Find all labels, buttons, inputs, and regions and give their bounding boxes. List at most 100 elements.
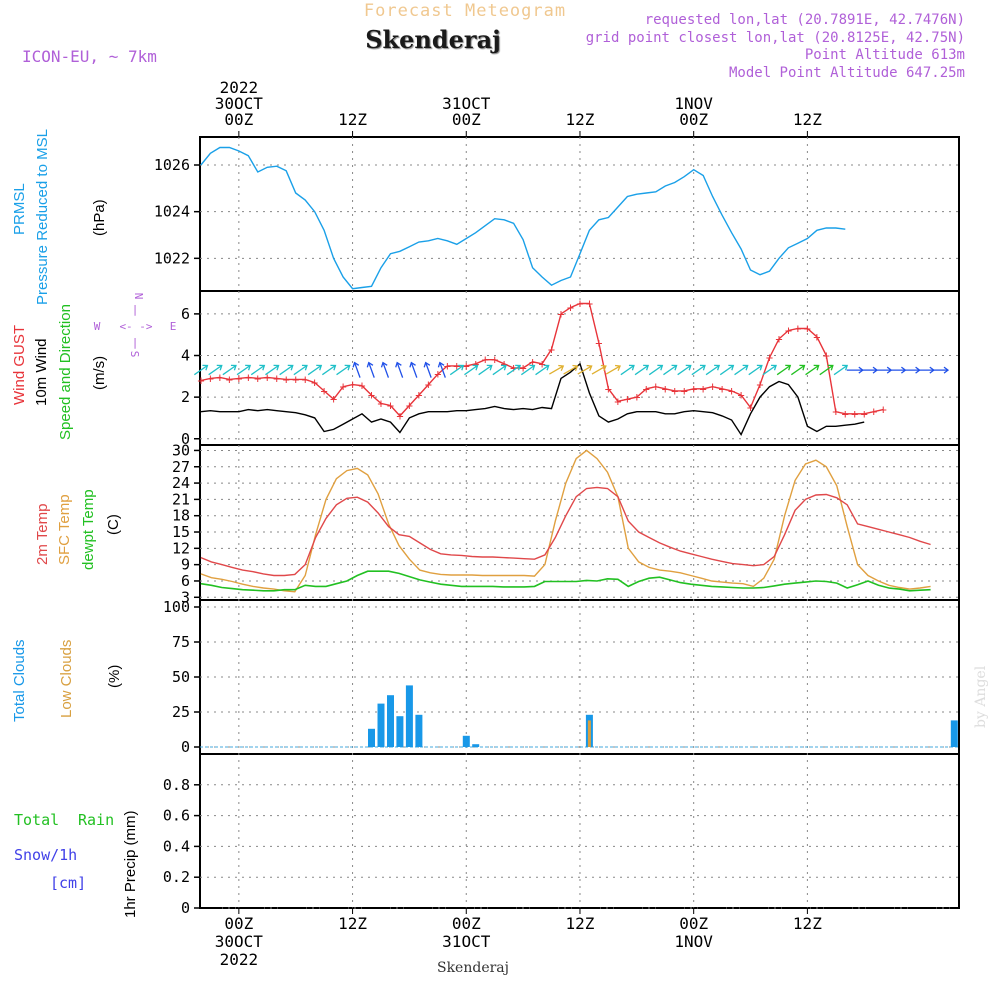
- temp-panel-labels: 2m Temp SFC Temp dewpt Temp (C): [34, 489, 122, 570]
- data-series: + + + + + + + + + + + + ++++ + +++ +++++++ + + + + + + + + + +++ +…: [193, 146, 959, 909]
- wind-direction-arrow: [293, 364, 308, 376]
- wind-arrow-head: [558, 364, 565, 371]
- y-tick-label: 100: [163, 598, 190, 616]
- y-tick-label: 30: [172, 441, 190, 459]
- wind-arrow-head: [572, 364, 579, 371]
- wind-arrow-shaft: [439, 362, 446, 378]
- snow-label-1: Snow/1h: [14, 846, 77, 864]
- wind-arrow-head: [799, 364, 806, 371]
- wind-arrow-head: [316, 364, 323, 371]
- wind-direction-arrow: [506, 364, 522, 376]
- wind-arrow-head: [614, 364, 621, 371]
- gust-marker: +: [567, 301, 574, 315]
- gust-marker: +: [216, 370, 223, 384]
- gust-marker: +: [358, 379, 365, 393]
- wind-arrow-shaft: [250, 364, 265, 376]
- gust-marker: +: [681, 384, 688, 398]
- prmsl-label: PRMSL: [11, 183, 28, 235]
- gust-marker: +: [406, 398, 413, 412]
- y-tick-label: 6: [181, 305, 190, 323]
- y-tick-label: 4: [181, 347, 190, 365]
- wind-direction-arrow: [634, 364, 650, 376]
- wind-line: [200, 362, 865, 437]
- wind-arrow-shaft: [634, 364, 649, 376]
- gust-marker: +: [415, 388, 422, 402]
- rain-label-1: Total: [14, 811, 59, 829]
- dewpoint-line: [200, 570, 931, 592]
- wind-arrow-head: [842, 364, 849, 371]
- wind-arrow-shaft: [368, 362, 375, 378]
- wind-arrow-head: [352, 361, 360, 368]
- gust-marker: +: [425, 378, 432, 392]
- dewpt-label: dewpt Temp: [80, 489, 97, 570]
- bottom-time-label: 1NOV: [674, 932, 713, 951]
- wind-arrow-head: [330, 364, 337, 371]
- wind-direction-arrow: [464, 364, 479, 376]
- wind-arrow-shaft: [336, 364, 351, 376]
- wind-direction-arrow: [395, 361, 404, 378]
- cloud-panel-labels: Total Clouds Low Clouds (%): [11, 639, 123, 722]
- top-time-label: 12Z: [793, 110, 822, 129]
- y-tick-label: 50: [172, 668, 190, 686]
- gust-marker: +: [775, 332, 782, 346]
- wind-arrow-head: [409, 361, 416, 368]
- model-name: ICON-EU, ~ 7km: [22, 47, 157, 66]
- wind-arrow-shaft: [563, 365, 578, 375]
- wind-arrow-head: [671, 364, 678, 371]
- wind-direction-arrow: [691, 364, 706, 376]
- gust-marker: +: [851, 407, 858, 421]
- gust-marker: +: [302, 372, 309, 386]
- gust-marker: +: [311, 376, 318, 390]
- gust-marker: +: [321, 384, 328, 398]
- gust-marker: +: [737, 388, 744, 402]
- meteogram-title: Forecast Meteogram: [364, 1, 566, 21]
- wind-arrow-head: [657, 364, 664, 371]
- total-clouds-label: Total Clouds: [11, 639, 28, 722]
- footer-location: Skenderaj: [437, 960, 509, 976]
- gust-marker: +: [614, 394, 621, 408]
- wind-arrow-head: [230, 364, 237, 371]
- wind-arrow-shaft: [410, 362, 418, 378]
- wind-arrow-shaft: [549, 365, 564, 375]
- compass-icon: N | W <- -> E | S: [94, 293, 177, 358]
- y-tick-label: 1022: [154, 249, 190, 267]
- wind-arrow-shaft: [705, 364, 720, 376]
- gust-marker: +: [482, 353, 489, 367]
- total-cloud-bar: [462, 735, 470, 747]
- wind-direction-arrow: [520, 364, 536, 376]
- wind-arrow-shaft: [208, 364, 223, 376]
- gust-marker: +: [254, 371, 261, 385]
- gust-marker: +: [813, 330, 820, 344]
- wind-direction-arrow: [265, 364, 280, 376]
- wind-arrow-head: [472, 364, 479, 371]
- gust-marker: +: [557, 307, 564, 321]
- low-clouds-label: Low Clouds: [58, 640, 75, 718]
- wind-arrow-head: [515, 364, 522, 371]
- gust-marker: +: [880, 403, 887, 417]
- gust-marker: +: [472, 357, 479, 371]
- top-time-label: 2022: [220, 78, 259, 97]
- gust-marker: +: [434, 367, 441, 381]
- wind-arrow-head: [395, 361, 402, 368]
- wind-arrow-shaft: [321, 364, 336, 376]
- gridpoint-coords: grid point closest lon,lat (20.8125E, 42…: [586, 30, 965, 46]
- y-tick-label: 3: [181, 588, 190, 606]
- gust-marker: +: [766, 351, 773, 365]
- wind-direction-arrow: [409, 361, 418, 378]
- gust-marker: +: [463, 359, 470, 373]
- total-cloud-bar: [415, 714, 423, 747]
- wind-arrow-shaft: [734, 364, 749, 376]
- cloud-unit: (%): [106, 665, 123, 688]
- wind-arrow-shaft: [236, 364, 251, 376]
- wind-arrow-head: [586, 364, 593, 371]
- gust-marker: +: [264, 370, 271, 384]
- bottom-time-label: 00Z: [452, 914, 481, 933]
- wind-arrow-shaft: [776, 364, 791, 376]
- wind-arrow-head: [366, 361, 374, 368]
- gust-marker: +: [510, 361, 517, 375]
- wind-arrow-head: [714, 364, 721, 371]
- wind-direction-arrow: [776, 364, 792, 376]
- wind-arrow-shaft: [577, 365, 592, 375]
- gust-marker: +: [756, 378, 763, 392]
